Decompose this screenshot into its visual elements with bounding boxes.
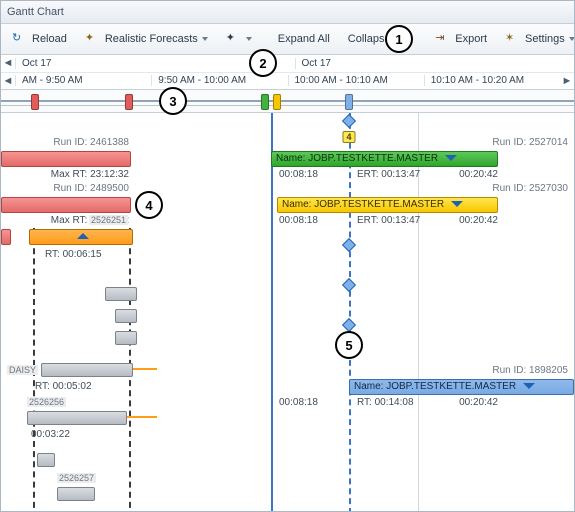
bar-green[interactable]: Name: JOBP.TESTKETTE.MASTER (271, 151, 498, 167)
remove-forecast-button[interactable]: ✦ (219, 28, 259, 50)
collapse-icon (77, 233, 89, 239)
bar-orange[interactable] (29, 229, 133, 245)
sub-id: 2526257 (57, 473, 96, 483)
diamond-marker (342, 318, 356, 332)
bar-grey[interactable] (115, 331, 137, 345)
bar-grey[interactable] (27, 411, 127, 425)
forecasts-icon: ✦ (85, 31, 101, 47)
toolbar: ↻ Reload ✦ Realistic Forecasts ✦ Expand … (1, 24, 574, 55)
bar-grey[interactable] (41, 363, 133, 377)
rt-text: RT: 00:05:02 (35, 381, 92, 392)
gantt-window: Gantt Chart ↻ Reload ✦ Realistic Forecas… (0, 0, 575, 512)
export-button[interactable]: ⇥ Export (428, 28, 494, 50)
bar-yellow-label: Name: JOBP.TESTKETTE.MASTER (282, 199, 444, 210)
title-bar: Gantt Chart (1, 1, 574, 24)
time-nav-left-sub[interactable]: ◄ (1, 75, 15, 87)
bar-time: 00:20:42 (459, 215, 498, 226)
remove-forecast-icon: ✦ (226, 31, 242, 47)
bar-blue[interactable]: Name: JOBP.TESTKETTE.MASTER (349, 379, 574, 395)
reload-button[interactable]: ↻ Reload (5, 28, 74, 50)
time-slot: AM - 9:50 AM (15, 75, 151, 86)
annotation-2: 2 (249, 49, 277, 77)
expand-icon (445, 155, 457, 161)
time-slot: 10:00 AM - 10:10 AM (288, 75, 424, 86)
time-slot: 10:10 AM - 10:20 AM (424, 75, 560, 86)
run-id-text: Run ID: 2527014 (492, 137, 568, 148)
reload-icon: ↻ (12, 31, 28, 47)
timeline-now (271, 113, 273, 512)
settings-label: Settings (525, 33, 565, 45)
scale-marker (345, 94, 353, 110)
export-label: Export (455, 33, 487, 45)
bar-time: 00:20:42 (459, 169, 498, 180)
bar-red[interactable] (1, 151, 131, 167)
connector-orange (127, 416, 157, 418)
expand-icon (451, 201, 463, 207)
annotation-5: 5 (335, 331, 363, 359)
time-nav-right-sub[interactable]: ► (560, 75, 574, 87)
scale-marker (125, 94, 133, 110)
sub-id: 2526251 (89, 215, 128, 225)
chevron-down-icon (246, 37, 252, 41)
annotation-1: 1 (385, 25, 413, 53)
flag-marker: 4 (342, 131, 355, 143)
chevron-down-icon (202, 37, 208, 41)
bar-time: 00:20:42 (459, 397, 498, 408)
scale-marker (273, 94, 281, 110)
bar-grey[interactable] (57, 487, 95, 501)
expand-icon (523, 383, 535, 389)
rt-text: RT: 00:06:15 (45, 249, 102, 260)
dur-text: 00:03:22 (31, 429, 70, 440)
timeline-forecast (349, 113, 351, 512)
time-slot: 9:50 AM - 10:00 AM (151, 75, 287, 86)
scale-strip (1, 90, 574, 113)
time-header: ◄ Oct 17 Oct 17 ◄ AM - 9:50 AM 9:50 AM -… (1, 55, 574, 90)
diamond-marker (342, 238, 356, 252)
window-title: Gantt Chart (7, 6, 64, 18)
gantt-canvas: 4 Run ID: 2461388 Max RT: 23:12:32 Run I… (1, 113, 574, 512)
connector-orange (133, 368, 157, 370)
expand-all-label: Expand All (278, 33, 330, 45)
time-nav-left[interactable]: ◄ (1, 57, 15, 69)
diamond-marker (342, 114, 356, 128)
scale-marker (261, 94, 269, 110)
sub-id: 2526256 (27, 397, 66, 407)
diamond-marker (342, 278, 356, 292)
run-id-text: Run ID: 1898205 (492, 365, 568, 376)
bar-grey[interactable] (37, 453, 55, 467)
export-icon: ⇥ (435, 31, 451, 47)
time-day-right: Oct 17 (295, 58, 575, 69)
bar-time: ERT: 00:13:47 (357, 215, 420, 226)
bar-grey[interactable] (115, 309, 137, 323)
run-id-text: Run ID: 2527030 (492, 183, 568, 194)
bar-green-label: Name: JOBP.TESTKETTE.MASTER (276, 153, 438, 164)
expand-all-button[interactable]: Expand All (271, 30, 337, 48)
bar-time: 00:08:18 (279, 215, 318, 226)
bar-time: 00:08:18 (279, 397, 318, 408)
bar-grey[interactable] (105, 287, 137, 301)
annotation-3: 3 (159, 87, 187, 115)
bar-time: RT: 00:14:08 (357, 397, 414, 408)
reload-label: Reload (32, 33, 67, 45)
scale-marker (31, 94, 39, 110)
bar-red[interactable] (1, 197, 131, 213)
bar-yellow[interactable]: Name: JOBP.TESTKETTE.MASTER (277, 197, 498, 213)
chevron-down-icon (569, 37, 575, 41)
forecasts-label: Realistic Forecasts (105, 33, 198, 45)
settings-icon: ✶ (505, 31, 521, 47)
bar-time: 00:08:18 (279, 169, 318, 180)
bar-time: ERT: 00:13:47 (357, 169, 420, 180)
bar-red-cap (1, 229, 11, 245)
run-id-text: Run ID: 2489500 (53, 183, 129, 194)
bar-blue-label: Name: JOBP.TESTKETTE.MASTER (354, 381, 516, 392)
settings-button[interactable]: ✶ Settings (498, 28, 575, 50)
daisy-label: DAISY (7, 365, 38, 375)
forecasts-button[interactable]: ✦ Realistic Forecasts (78, 28, 215, 50)
annotation-4: 4 (135, 191, 163, 219)
max-rt-text: Max RT: 23:12:32 (51, 169, 129, 180)
run-id-text: Run ID: 2461388 (53, 137, 129, 148)
